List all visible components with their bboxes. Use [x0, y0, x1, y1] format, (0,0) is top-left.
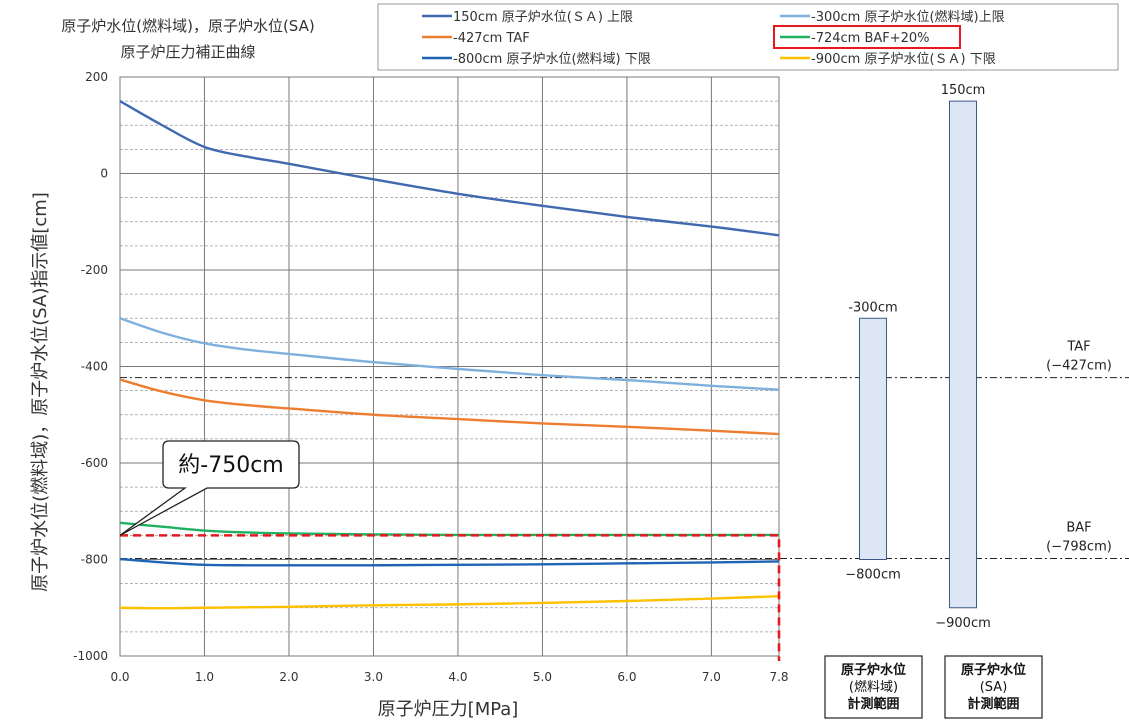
- range-caption-line: 原子炉水位: [961, 662, 1026, 678]
- y-axis-label: 原子炉水位(燃料域)，原子炉水位(SA)指示値[cm]: [30, 192, 51, 592]
- y-tick-label: -200: [81, 263, 108, 277]
- range-caption-line: (燃料域): [849, 679, 898, 695]
- range-caption-line: 計測範囲: [847, 696, 899, 712]
- y-tick-label: -600: [81, 456, 108, 470]
- callout: 約-750cm: [119, 440, 300, 536]
- reference-line-label: TAF: [1066, 340, 1090, 355]
- range-bar-top-label: -300cm: [848, 300, 897, 315]
- legend: 150cm 原子炉水位(ＳＡ) 上限 -300cm 原子炉水位(燃料域)上限 -42…: [422, 9, 1005, 67]
- range-bar-bottom-label: −800cm: [845, 568, 901, 583]
- reference-line-label: BAF: [1066, 521, 1091, 536]
- y-tick-label: 200: [85, 70, 108, 84]
- x-tick-label: 1.0: [195, 670, 214, 684]
- x-tick-label: 4.0: [448, 670, 467, 684]
- callout-text: 約-750cm: [178, 453, 283, 478]
- x-tick-label: 6.0: [617, 670, 636, 684]
- series-line: [119, 378, 780, 436]
- y-tick-label: -1000: [73, 649, 108, 663]
- series-line: [119, 100, 780, 237]
- highlight-box: [120, 534, 781, 661]
- x-tick-label: 3.0: [364, 670, 383, 684]
- grid: [119, 76, 780, 657]
- legend-label: -900cm 原子炉水位(ＳＡ) 下限: [811, 52, 996, 67]
- x-tick-label: 5.0: [533, 670, 552, 684]
- y-tick-label: 0: [100, 167, 108, 181]
- range-caption-line: (SA): [980, 680, 1008, 695]
- x-tick-label: 2.0: [279, 670, 298, 684]
- legend-label: -724cm BAF+20%: [811, 31, 930, 46]
- range-caption-box: [824, 655, 923, 719]
- chart-title-line-1: 原子炉水位(燃料域)，原子炉水位(SA): [61, 17, 314, 35]
- x-tick-label: 7.8: [769, 670, 788, 684]
- highlight-box-outline: [120, 534, 781, 661]
- callout-bubble: [119, 440, 300, 536]
- legend-frame: [377, 3, 1119, 71]
- legend-label: -800cm 原子炉水位(燃料域) 下限: [453, 51, 651, 67]
- x-tick-label: 7.0: [702, 670, 721, 684]
- series-line: [119, 594, 780, 610]
- chart-title-line-2: 原子炉圧力補正曲線: [120, 43, 255, 61]
- plot-border: [119, 76, 780, 657]
- x-axis-label: 原子炉圧力[MPa]: [378, 699, 519, 720]
- legend-label: -427cm TAF: [453, 31, 530, 46]
- range-caption-line: 計測範囲: [967, 696, 1019, 712]
- y-tick-label: -800: [81, 553, 108, 567]
- range-bar: [859, 317, 887, 560]
- legend-label: 150cm 原子炉水位(ＳＡ) 上限: [453, 10, 633, 25]
- range-bar-top-label: 150cm: [941, 83, 986, 98]
- legend-highlight-box: [773, 25, 961, 49]
- reference-line-value: (−798cm): [1046, 540, 1112, 555]
- range-bar: [949, 100, 977, 609]
- range-caption-box: [944, 655, 1043, 719]
- range-bar-bottom-label: −900cm: [935, 616, 991, 631]
- y-tick-label: -400: [81, 360, 108, 374]
- series-line: [119, 557, 780, 567]
- legend-label: -300cm 原子炉水位(燃料域)上限: [811, 9, 1005, 25]
- range-caption-line: 原子炉水位: [841, 662, 906, 678]
- reference-line-value: (−427cm): [1046, 359, 1112, 374]
- x-tick-label: 0.0: [110, 670, 129, 684]
- range-bars: -300cm−800cm原子炉水位(燃料域)計測範囲150cm−900cm原子炉…: [824, 83, 1043, 719]
- series-line: [119, 317, 780, 391]
